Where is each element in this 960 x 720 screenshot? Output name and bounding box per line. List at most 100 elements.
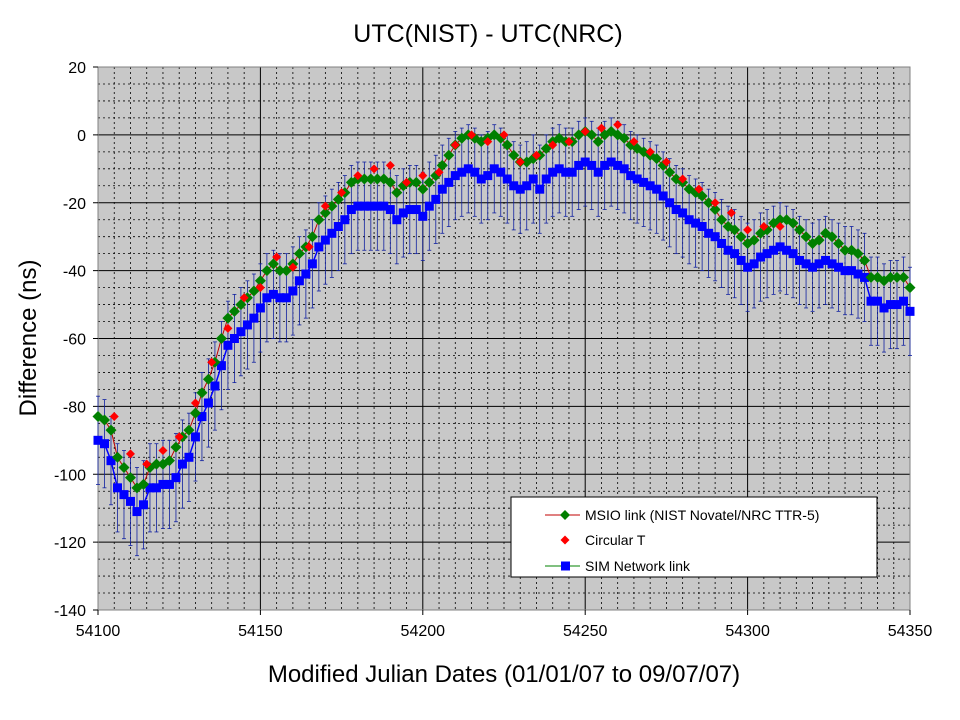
sim-point [788,249,798,259]
msio-point [365,173,377,185]
sim-point [717,238,727,248]
sim-point [567,167,577,177]
sim-point [522,181,532,191]
circular-t-point [775,222,785,232]
sim-point [236,327,246,337]
sim-point [197,412,207,422]
x-tick-label: 54100 [76,623,121,640]
sim-point [119,490,129,500]
sim-point [145,483,155,493]
sim-point [398,208,408,218]
sim-point [840,266,850,276]
msio-point [391,187,403,199]
circular-t-point [596,123,606,133]
msio-point [904,282,916,294]
msio-point [417,183,429,195]
sim-point [184,452,194,462]
sim-point [827,259,837,269]
x-tick-label: 54350 [888,623,933,640]
x-tick-label: 54150 [238,623,283,640]
sim-point [658,191,668,201]
sim-point [125,496,135,506]
sim-point [899,296,909,306]
y-tick-label: -20 [63,196,86,213]
sim-point [821,255,831,265]
sim-point [743,262,753,272]
legend-box [510,496,878,578]
legend-label: SIM Network link [585,558,691,574]
sim-point [775,242,785,252]
circular-t-point [418,171,428,181]
msio-point [501,139,513,151]
msio-point [651,153,663,165]
sim-series-markers [93,157,915,517]
legend-label: Circular T [585,532,646,548]
sim-point [249,313,259,323]
sim-point [528,174,538,184]
sim-point [515,184,525,194]
circular-t-point [450,140,460,150]
circular-t-point [385,160,395,170]
circular-t-point [239,293,249,303]
sim-point [710,232,720,242]
sim-point [424,201,434,211]
legend-marker [560,535,570,545]
sim-point [307,259,317,269]
circular-t-point [109,412,119,422]
sim-point [814,259,824,269]
y-axis-title: Difference (ns) [15,260,42,417]
legend-label: MSIO link (NIST Novatel/NRC TTR-5) [585,507,819,523]
y-tick-label: 0 [77,128,86,145]
circular-t-point [174,432,184,442]
msio-point [384,176,396,188]
sim-point [190,432,200,442]
y-axis-ticks: 20 0 -20 -40 -60 -80 -100 -120 -140 [54,60,98,620]
circular-t-point [564,137,574,147]
sim-point [405,205,415,215]
sim-point [756,252,766,262]
sim-point [886,300,896,310]
circular-t-point [759,222,769,232]
sim-point [411,205,421,215]
sim-point [177,459,187,469]
sim-point [288,286,298,296]
sim-point [639,177,649,187]
msio-point [189,407,201,419]
sim-point [314,242,324,252]
sim-point [489,164,499,174]
legend-marker [560,510,570,520]
msio-point [833,237,845,249]
sim-point [723,245,733,255]
msio-point [371,173,383,185]
sim-point [860,272,870,282]
msio-point [735,231,747,243]
sim-point [502,174,512,184]
y-tick-label: -40 [63,264,86,281]
sim-point [281,293,291,303]
sim-point [684,215,694,225]
msio-point [163,455,175,467]
chart-title: UTC(NIST) - UTC(NRC) [353,20,622,48]
sim-point [652,184,662,194]
sim-point [801,259,811,269]
sim-point [606,157,616,167]
circular-t-point [369,164,379,174]
msio-point [306,231,318,243]
sim-point [444,177,454,187]
msio-point [865,271,877,283]
msio-point [774,214,786,226]
sim-point [138,500,148,510]
sim-point [593,167,603,177]
sim-point [463,164,473,174]
sim-point [548,167,558,177]
msio-point [196,387,208,399]
y-tick-label: -60 [63,332,86,349]
msio-point [716,214,728,226]
sim-point [847,266,857,276]
sim-point [834,262,844,272]
sim-point [535,184,545,194]
sim-point [346,205,356,215]
circular-t-point [678,174,688,184]
circular-t-point [743,225,753,235]
sim-point [619,164,629,174]
